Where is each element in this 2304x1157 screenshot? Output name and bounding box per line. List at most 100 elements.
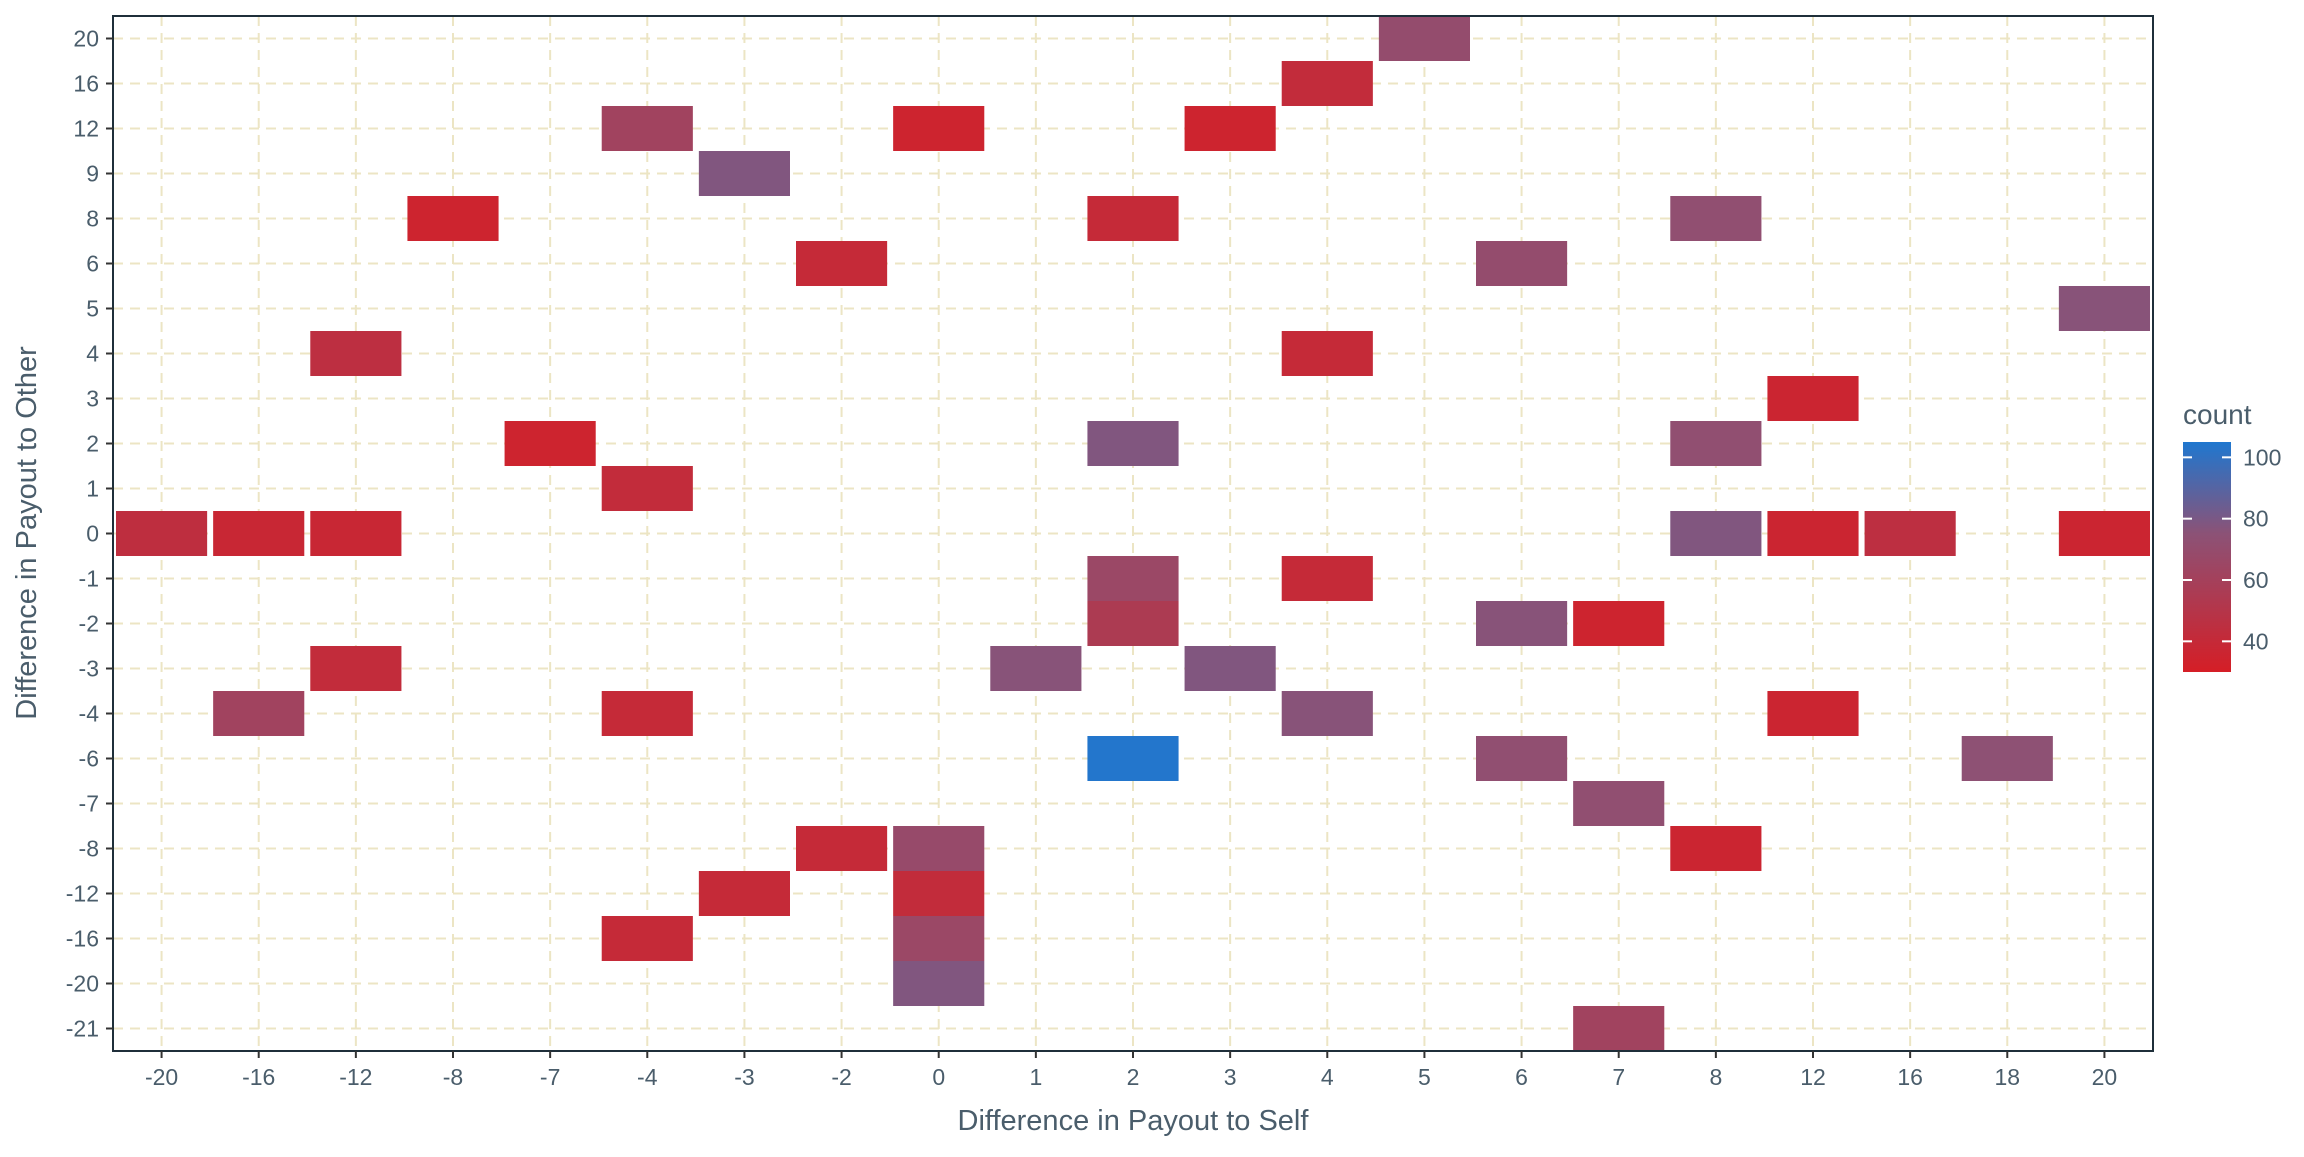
heatmap-cell bbox=[504, 421, 596, 466]
y-axis-label: Difference in Payout to Other bbox=[11, 346, 43, 720]
heatmap-cell bbox=[601, 916, 693, 961]
heatmap-cell bbox=[407, 196, 499, 241]
legend-tick-label: 40 bbox=[2243, 628, 2269, 654]
x-tick-label: -2 bbox=[831, 1064, 851, 1090]
y-tick-label: -21 bbox=[66, 1016, 99, 1042]
x-tick-label: 5 bbox=[1418, 1064, 1431, 1090]
legend-tick-label: 80 bbox=[2243, 506, 2269, 532]
heatmap-cell bbox=[1476, 736, 1568, 781]
legend-title: count bbox=[2183, 399, 2252, 430]
x-tick-label: -7 bbox=[540, 1064, 560, 1090]
y-tick-label: 1 bbox=[86, 476, 99, 502]
y-tick-label: 12 bbox=[73, 116, 99, 142]
heatmap-cell bbox=[1573, 1006, 1665, 1051]
x-tick-label: 8 bbox=[1709, 1064, 1722, 1090]
y-tick-label: 20 bbox=[73, 26, 99, 52]
heatmap-cell bbox=[310, 331, 402, 376]
x-tick-label: -12 bbox=[339, 1064, 372, 1090]
heatmap-cell bbox=[1476, 601, 1568, 646]
x-tick-label: 0 bbox=[932, 1064, 945, 1090]
heatmap-cells bbox=[116, 16, 2150, 1051]
x-tick-label: 16 bbox=[1897, 1064, 1923, 1090]
y-tick-label: 16 bbox=[73, 71, 99, 97]
x-tick-label: -4 bbox=[637, 1064, 658, 1090]
heatmap-cell bbox=[1378, 16, 1470, 61]
x-tick-label: -3 bbox=[734, 1064, 754, 1090]
heatmap-cell bbox=[1184, 646, 1276, 691]
heatmap-cell bbox=[601, 466, 693, 511]
heatmap-cell bbox=[893, 916, 985, 961]
heatmap-cell bbox=[1087, 601, 1179, 646]
heatmap-cell bbox=[893, 871, 985, 916]
heatmap-cell bbox=[1670, 511, 1762, 556]
x-tick-label: 2 bbox=[1127, 1064, 1140, 1090]
legend-tick-label: 60 bbox=[2243, 567, 2269, 593]
heatmap-cell bbox=[1281, 556, 1373, 601]
x-tick-label: 20 bbox=[2092, 1064, 2118, 1090]
x-tick-label: 7 bbox=[1612, 1064, 1625, 1090]
heatmap-cell bbox=[213, 691, 305, 736]
heatmap-cell bbox=[796, 826, 888, 871]
x-tick-label: -8 bbox=[443, 1064, 463, 1090]
heatmap-cell bbox=[1767, 691, 1859, 736]
x-axis-ticks: -20 -16 -12 -8 -7 -4 -3 -2 0 1 2 3 4 5 6 7 8 12 16 18 20 bbox=[145, 1051, 2117, 1090]
heatmap-cell bbox=[1476, 241, 1568, 286]
y-tick-label: 5 bbox=[86, 296, 99, 322]
heatmap-cell bbox=[1087, 736, 1179, 781]
heatmap-cell bbox=[893, 106, 985, 151]
heatmap-cell bbox=[1281, 691, 1373, 736]
y-tick-label: 2 bbox=[86, 431, 99, 457]
y-tick-label: -3 bbox=[79, 656, 99, 682]
heatmap-cell bbox=[213, 511, 305, 556]
x-tick-label: 6 bbox=[1515, 1064, 1528, 1090]
heatmap-cell bbox=[1281, 331, 1373, 376]
y-axis-ticks: -21-20-16-12-8-7-6-4-3-2-101234568912162… bbox=[66, 26, 113, 1042]
y-tick-label: -6 bbox=[79, 746, 99, 772]
x-tick-label: 12 bbox=[1800, 1064, 1826, 1090]
x-tick-label: 4 bbox=[1321, 1064, 1334, 1090]
heatmap-cell bbox=[893, 826, 985, 871]
x-tick-label: 3 bbox=[1224, 1064, 1237, 1090]
heatmap-cell bbox=[1864, 511, 1956, 556]
grid-lines bbox=[113, 16, 2153, 1051]
legend-ticks: 40 60 80 100 bbox=[2183, 444, 2281, 654]
heatmap-cell bbox=[1961, 736, 2053, 781]
heatmap-cell bbox=[1767, 376, 1859, 421]
heatmap-cell bbox=[310, 646, 402, 691]
heatmap-cell bbox=[698, 151, 790, 196]
y-tick-label: -12 bbox=[66, 881, 99, 907]
legend: count 40 60 80 100 bbox=[2183, 399, 2281, 672]
heatmap-cell bbox=[1087, 421, 1179, 466]
y-tick-label: 0 bbox=[86, 521, 99, 547]
legend-tick-label: 100 bbox=[2243, 444, 2281, 470]
heatmap-cell bbox=[310, 511, 402, 556]
y-tick-label: 6 bbox=[86, 251, 99, 277]
x-tick-label: -16 bbox=[242, 1064, 275, 1090]
y-tick-label: -20 bbox=[66, 971, 99, 997]
x-tick-label: 1 bbox=[1029, 1064, 1042, 1090]
heatmap-cell bbox=[1184, 106, 1276, 151]
y-tick-label: -2 bbox=[79, 611, 99, 637]
y-tick-label: 8 bbox=[86, 206, 99, 232]
x-tick-label: -20 bbox=[145, 1064, 178, 1090]
y-tick-label: -16 bbox=[66, 926, 99, 952]
x-tick-label: 18 bbox=[1994, 1064, 2020, 1090]
heatmap-cell bbox=[2058, 511, 2150, 556]
y-tick-label: 9 bbox=[86, 161, 99, 187]
heatmap-cell bbox=[1670, 421, 1762, 466]
heatmap-cell bbox=[893, 961, 985, 1006]
heatmap-cell bbox=[1281, 61, 1373, 106]
heatmap-cell bbox=[2058, 286, 2150, 331]
heatmap-cell bbox=[601, 691, 693, 736]
x-axis-label: Difference in Payout to Self bbox=[958, 1105, 1310, 1137]
y-tick-label: 3 bbox=[86, 386, 99, 412]
heatmap-cell bbox=[1670, 196, 1762, 241]
legend-colorbar bbox=[2183, 442, 2231, 672]
heatmap-cell bbox=[1767, 511, 1859, 556]
heatmap-cell bbox=[1670, 826, 1762, 871]
y-tick-label: -4 bbox=[79, 701, 100, 727]
heatmap-cell bbox=[601, 106, 693, 151]
heatmap-cell bbox=[796, 241, 888, 286]
